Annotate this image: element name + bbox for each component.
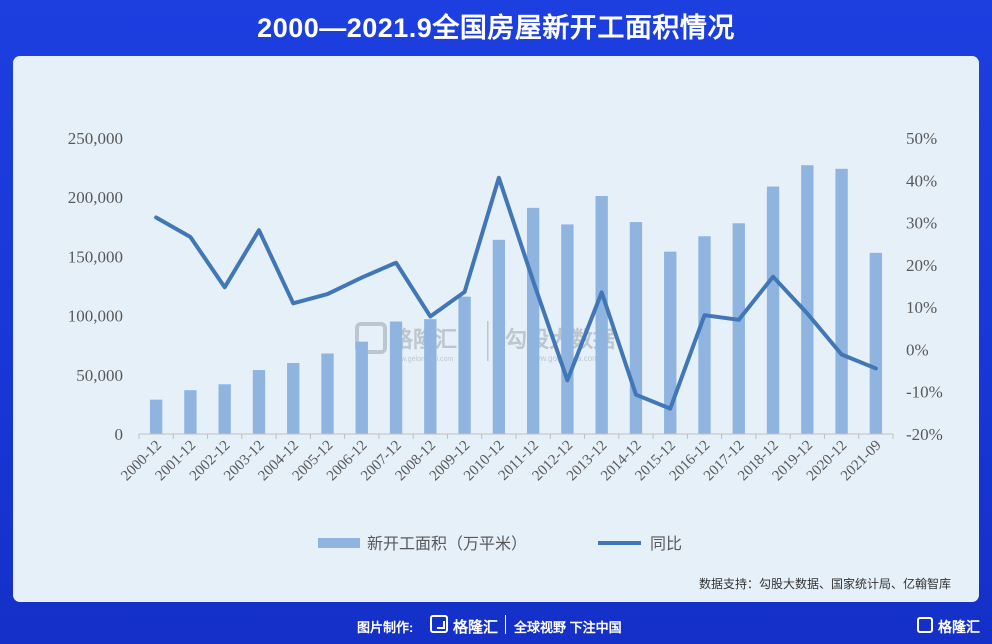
bar [492, 239, 506, 434]
bar [766, 186, 780, 434]
bar-series [149, 165, 883, 434]
bar [184, 390, 197, 434]
bar [321, 353, 334, 434]
y-left-tick-label: 200,000 [68, 188, 123, 207]
bar [664, 251, 677, 434]
bar [355, 341, 368, 434]
credit-label: 图片制作: [357, 620, 414, 635]
y-right-tick-label: 0% [906, 340, 929, 359]
bar [629, 222, 643, 434]
bar [149, 399, 163, 434]
footer-brand-right: 格隆汇 [938, 619, 980, 635]
gelonghui-logo-icon [430, 615, 448, 633]
y-left-tick-label: 50,000 [76, 366, 123, 385]
y-left-tick-label: 250,000 [68, 129, 123, 148]
bar [389, 321, 403, 434]
footer: 图片制作: 格隆汇 全球视野 下注中国 格隆汇 [0, 604, 992, 644]
x-axis: 2000-122001-122002-122003-122004-122005-… [118, 433, 894, 484]
combo-chart: 格隆汇 www.gelonghui.com 勾股大数据 www.gogudata… [68, 129, 951, 591]
y-left-tick-label: 100,000 [68, 307, 123, 326]
legend: 新开工面积（万平米） 同比 [318, 535, 682, 553]
chart-card: 格隆汇 www.gelonghui.com 勾股大数据 www.gogudata… [13, 56, 979, 602]
y-right-tick-label: -10% [906, 383, 943, 402]
y-right-tick-label: -20% [906, 425, 943, 444]
bar [424, 319, 437, 434]
footer-divider [505, 615, 506, 634]
footer-brand: 格隆汇 [453, 619, 499, 636]
watermark-logo-icon [355, 322, 387, 354]
y-right-tick-label: 20% [906, 256, 937, 275]
source-note: 数据支持：勾股大数据、国家统计局、亿翰智库 [699, 576, 951, 591]
y-right-tick-label: 10% [906, 298, 937, 317]
bar [458, 296, 471, 434]
footer-slogan: 全球视野 下注中国 [514, 620, 622, 635]
bar [218, 384, 231, 434]
legend-line-label: 同比 [650, 535, 682, 553]
y-left-tick-label: 0 [115, 425, 124, 444]
y-axis-left: 0 50,000 100,000 150,000 200,000 250,000 [68, 129, 123, 444]
bar [801, 165, 814, 434]
y-right-tick-label: 40% [906, 171, 937, 190]
chart-title: 2000—2021.9全国房屋新开工面积情况 [257, 13, 735, 43]
bar [869, 252, 883, 434]
watermark-brand-url: www.gelonghui.com [390, 356, 453, 363]
bar [732, 223, 745, 434]
legend-bar-label: 新开工面积（万平米） [367, 535, 527, 553]
line-series [154, 175, 878, 411]
y-left-tick-label: 150,000 [68, 247, 123, 266]
y-right-tick-label: 30% [906, 214, 937, 233]
bar [561, 224, 574, 434]
gelonghui-logo-right-icon [917, 617, 933, 633]
y-right-tick-label: 50% [906, 129, 937, 148]
bar [252, 370, 266, 434]
legend-bar-swatch [318, 538, 360, 548]
bar [835, 168, 848, 434]
bar [698, 236, 711, 434]
watermark-divider [487, 321, 489, 361]
bar [526, 207, 540, 434]
y-axis-right: -20% -10% 0% 10% 20% 30% 40% 50% [906, 129, 943, 444]
yoy-line [154, 175, 878, 411]
bar [595, 196, 608, 434]
bar [287, 362, 300, 434]
